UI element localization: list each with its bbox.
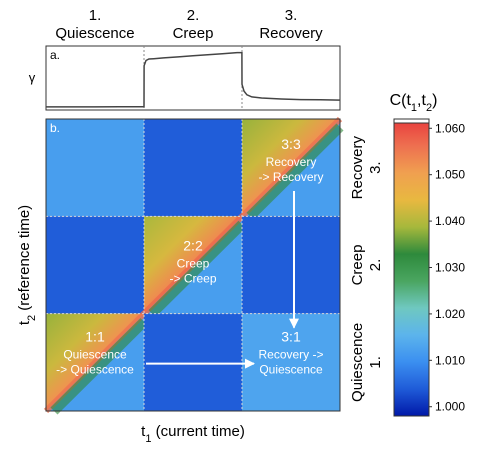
colorbar-tick-label: 1.040 bbox=[435, 214, 465, 228]
row-label-name: Creep bbox=[349, 245, 366, 286]
row-label-number: 3. bbox=[367, 161, 384, 174]
row-label-name: Recovery bbox=[349, 135, 366, 199]
heatmap-block bbox=[144, 119, 242, 217]
colorbar-title: C(t1,t2) bbox=[390, 92, 438, 114]
block-annotation-text: -> Quiescence bbox=[56, 363, 134, 377]
block-annotation-id: 3:1 bbox=[281, 329, 301, 345]
block-annotation: 3:3 Recovery-> Recovery bbox=[258, 136, 323, 184]
block-annotation-id: 3:3 bbox=[281, 136, 301, 152]
heatmap-block bbox=[144, 313, 242, 411]
phase-number: 3. bbox=[285, 7, 298, 24]
heatmap-green-band bbox=[246, 123, 344, 220]
heatmap-green-band bbox=[50, 318, 148, 415]
heatmap-diagonal bbox=[239, 116, 343, 219]
y-axis-label: t2 (reference time) bbox=[16, 205, 38, 325]
phase-name: Creep bbox=[173, 25, 214, 42]
heatmap-block bbox=[46, 119, 144, 217]
x-axis-label: t1 (current time) bbox=[141, 423, 245, 445]
strain-axis-label: γ bbox=[29, 70, 36, 85]
phase-name: Recovery bbox=[259, 25, 323, 42]
block-annotation: 3:1 Recovery ->Quiescence bbox=[258, 329, 323, 377]
panel-label-b: b. bbox=[50, 121, 60, 135]
block-annotation-text: Recovery -> bbox=[258, 348, 323, 362]
row-label: 3.Recovery bbox=[349, 135, 384, 199]
heatmap-diagonal bbox=[141, 214, 245, 316]
row-label: 1.Quiescence bbox=[349, 323, 384, 402]
heatmap-block bbox=[242, 313, 340, 411]
block-annotation: 2:2 Creep-> Creep bbox=[169, 237, 216, 285]
strain-line bbox=[46, 51, 341, 108]
colorbar-tick-label: 1.030 bbox=[435, 261, 465, 275]
block-annotation-text: Quiescence bbox=[63, 348, 127, 362]
block-annotation-id: 2:2 bbox=[183, 237, 203, 253]
heatmap-block bbox=[46, 216, 144, 314]
block-annotation-text: Recovery bbox=[266, 155, 317, 169]
phase-number: 1. bbox=[89, 7, 102, 24]
colorbar bbox=[393, 118, 430, 417]
heatmap-green-band bbox=[148, 220, 246, 318]
row-label-name: Quiescence bbox=[349, 323, 366, 402]
colorbar-tick-label: 1.010 bbox=[435, 353, 465, 367]
row-label: 2.Creep bbox=[349, 245, 384, 286]
block-annotation-text: -> Recovery bbox=[258, 170, 323, 184]
heatmap-block bbox=[242, 216, 340, 314]
colorbar-tick-label: 1.050 bbox=[435, 168, 465, 182]
phase-number: 2. bbox=[187, 7, 200, 24]
block-annotation-text: -> Creep bbox=[169, 271, 216, 285]
block-annotation-text: Quiescence bbox=[259, 363, 323, 377]
row-label-number: 2. bbox=[367, 259, 384, 272]
block-annotation-text: Creep bbox=[177, 256, 210, 270]
colorbar-top-cap bbox=[393, 118, 430, 124]
panel-label-a: a. bbox=[50, 48, 60, 62]
colorbar-tick-label: 1.000 bbox=[435, 400, 465, 414]
phase-name: Quiescence bbox=[55, 25, 134, 42]
colorbar-tick-label: 1.020 bbox=[435, 307, 465, 321]
block-annotation: 1:1 Quiescence-> Quiescence bbox=[56, 329, 134, 377]
colorbar-tick-label: 1.060 bbox=[435, 121, 465, 135]
y-axis-label-group: t2 (reference time) bbox=[16, 205, 38, 325]
heatmap-diagonal bbox=[43, 311, 147, 414]
block-annotation-id: 1:1 bbox=[85, 329, 105, 345]
heatmap-frame bbox=[45, 118, 341, 412]
row-label-number: 1. bbox=[367, 356, 384, 369]
